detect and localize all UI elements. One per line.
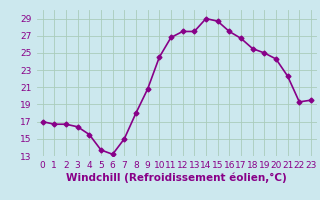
X-axis label: Windchill (Refroidissement éolien,°C): Windchill (Refroidissement éolien,°C) bbox=[67, 173, 287, 183]
